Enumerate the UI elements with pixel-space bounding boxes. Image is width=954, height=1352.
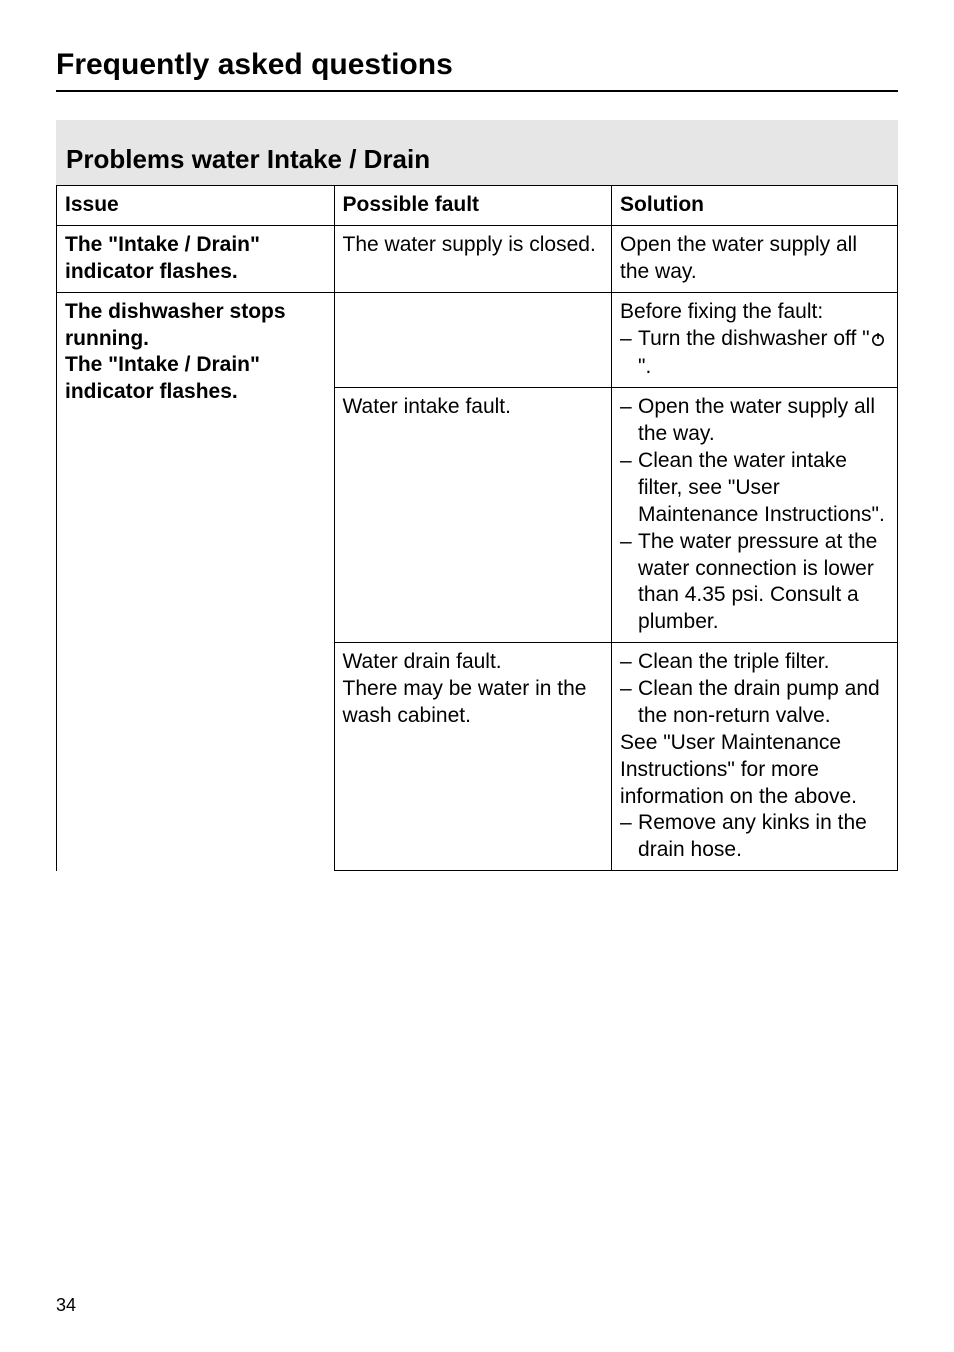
solution-item: Clean the drain pump and the non-return … (620, 676, 889, 730)
issue-cell: The dishwasher stops running.The "Intake… (57, 292, 335, 871)
solution-list: Open the water supply all the way. Clean… (620, 394, 889, 636)
solution-lead: Before fixing the fault: (620, 299, 889, 326)
solution-item: Remove any kinks in the drain hose. (620, 810, 889, 864)
power-icon (870, 328, 886, 355)
fault-cell: Water intake fault. (334, 388, 612, 643)
solution-cell: Open the water supply all the way. Clean… (612, 388, 898, 643)
header-issue: Issue (57, 186, 335, 226)
issue-cell: The "Intake / Drain" indicator flashes. (57, 225, 335, 292)
table-header-row: Issue Possible fault Solution (57, 186, 898, 226)
title-underline (56, 90, 898, 92)
solution-cell: Open the water supply all the way. (612, 225, 898, 292)
fault-cell: The water supply is closed. (334, 225, 612, 292)
header-solution: Solution (612, 186, 898, 226)
table-row: The "Intake / Drain" indicator flashes. … (57, 225, 898, 292)
solution-item: Clean the triple filter. (620, 649, 889, 676)
solution-list: Clean the triple filter. Clean the drain… (620, 649, 889, 730)
header-fault: Possible fault (334, 186, 612, 226)
page-number: 34 (56, 1295, 76, 1316)
section-title: Problems water Intake / Drain (66, 144, 888, 175)
solution-item: Open the water supply all the way. (620, 394, 889, 448)
solution-cell: Before fixing the fault: Turn the dishwa… (612, 292, 898, 388)
solution-item: The water pressure at the water connecti… (620, 529, 889, 637)
solution-list: Remove any kinks in the drain hose. (620, 810, 889, 864)
table-row: The dishwasher stops running.The "Intake… (57, 292, 898, 388)
fault-cell: Water drain fault.There may be water in … (334, 643, 612, 871)
faq-table: Issue Possible fault Solution The "Intak… (56, 185, 898, 871)
solution-item: Clean the water intake filter, see "User… (620, 448, 889, 529)
solution-item: Turn the dishwasher off "". (620, 326, 889, 382)
solution-list: Turn the dishwasher off "". (620, 326, 889, 382)
solution-cell: Clean the triple filter. Clean the drain… (612, 643, 898, 871)
section-header-bar: Problems water Intake / Drain (56, 120, 898, 185)
solution-mid-text: See "User Maintenance Instructions" for … (620, 730, 889, 811)
page-title: Frequently asked questions (56, 48, 898, 82)
fault-cell (334, 292, 612, 388)
